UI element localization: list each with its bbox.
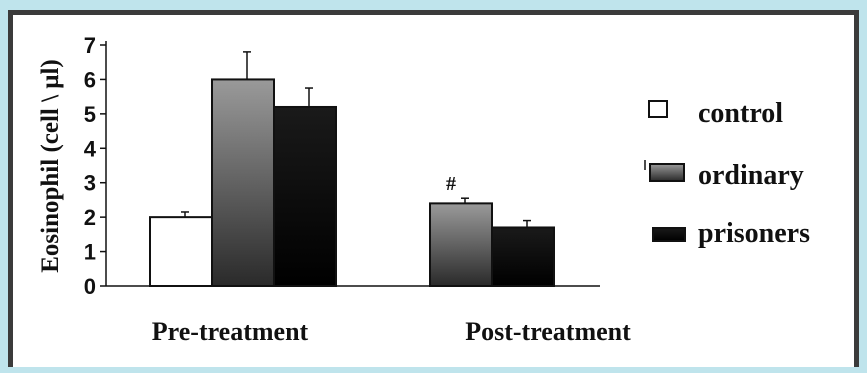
y-tick-label: 6: [84, 67, 96, 92]
legend-label-control: control: [698, 98, 783, 129]
y-tick-label: 2: [84, 205, 96, 230]
legend-swatch-ordinary: [649, 163, 685, 182]
y-axis-label: Eosinophil (cell \ μl): [37, 59, 64, 273]
y-tick-label: 0: [84, 274, 96, 299]
bar-ordinary-0: [211, 78, 275, 287]
bar-ordinary-1: [429, 202, 493, 287]
legend-label-ordinary: ordinary: [698, 160, 804, 191]
x-category-label: Pre-treatment: [152, 317, 309, 346]
chart-panel: [13, 15, 854, 367]
y-tick-label: 7: [84, 33, 96, 58]
legend-swatch-control: [648, 100, 668, 118]
bars: [149, 51, 555, 288]
axes: 0 1 2 3 4 5 6 7: [84, 33, 600, 299]
y-tick-label: 5: [84, 102, 96, 127]
bar-prisoners-0: [273, 105, 337, 287]
labels: Eosinophil (cell \ μl) # Pre-treatment Post…: [37, 59, 631, 346]
y-tick-label: 3: [84, 171, 96, 196]
y-tick-label: 4: [84, 136, 97, 161]
legend: control ordinary prisoners: [644, 98, 810, 249]
annotation-label: #: [446, 173, 456, 195]
y-tick-label: 1: [84, 240, 96, 265]
x-category-label: Post-treatment: [465, 317, 631, 346]
bar-prisoners-1: [491, 226, 555, 288]
legend-swatch-prisoners: [652, 227, 686, 242]
bar-control-0: [149, 216, 213, 287]
legend-label-prisoners: prisoners: [698, 218, 810, 249]
